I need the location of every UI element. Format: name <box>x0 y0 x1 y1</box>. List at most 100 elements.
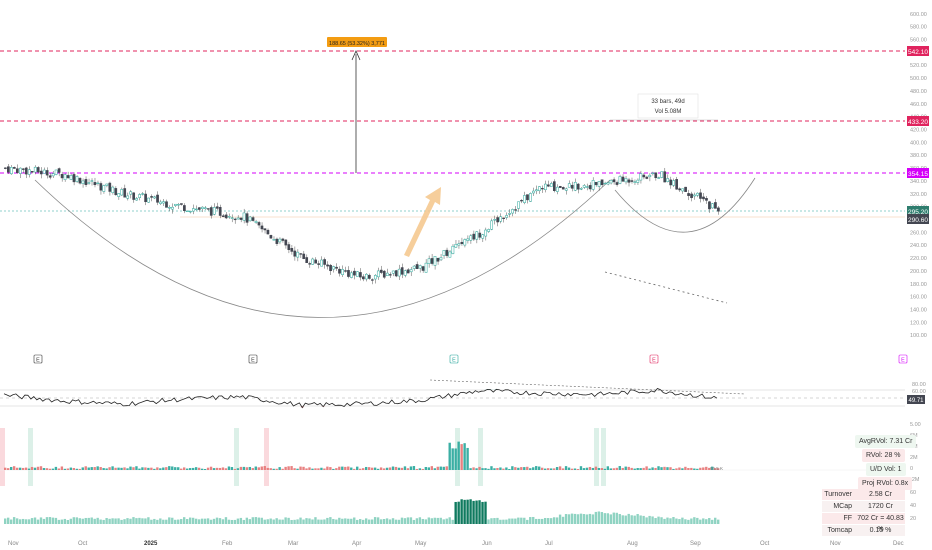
volume-bar <box>576 468 580 470</box>
turnover-bar <box>448 517 451 524</box>
turnover-bar <box>275 518 278 524</box>
volume-bar <box>657 466 660 470</box>
turnover-bar <box>717 519 720 524</box>
turnover-bar <box>18 519 22 524</box>
cup-arc-large[interactable] <box>34 179 611 318</box>
turnover-bar <box>705 519 708 524</box>
turnover-bar <box>672 517 675 524</box>
candle <box>111 186 115 193</box>
candle <box>708 201 711 210</box>
candle <box>194 208 198 211</box>
candle <box>705 198 708 201</box>
turnover-bar <box>123 519 126 524</box>
time-tick: Mar <box>288 541 298 547</box>
volume-bar <box>687 468 690 470</box>
volume-bar <box>33 467 37 470</box>
candle <box>496 217 499 223</box>
event-marker-1[interactable] <box>33 354 43 364</box>
volume-pane[interactable]: 96.5 K 5.00 6M 2M 2M 0 -2M <box>0 422 921 486</box>
turnover-bar <box>239 517 243 524</box>
turnover-bar <box>212 518 216 524</box>
candle <box>460 241 464 244</box>
turnover-bar <box>442 519 445 524</box>
candle <box>230 217 234 219</box>
event-marker-4[interactable] <box>649 354 659 364</box>
event-marker-2[interactable] <box>248 354 258 364</box>
volume-bar <box>624 466 627 470</box>
volume-bar <box>448 442 451 470</box>
candle <box>379 269 383 273</box>
turnover-bar <box>218 518 222 524</box>
candle <box>117 193 121 197</box>
turnover-pane[interactable]: 60 40 20 <box>4 490 916 524</box>
volume-bar <box>526 466 529 470</box>
candle <box>251 217 255 221</box>
candle <box>564 188 568 191</box>
candle <box>541 187 544 190</box>
candle <box>183 205 186 211</box>
volume-bar <box>212 468 216 470</box>
candle <box>317 263 320 265</box>
volume-bar <box>627 466 630 470</box>
volume-bar <box>478 466 481 470</box>
turnover-bar <box>463 499 466 524</box>
candle <box>382 270 386 278</box>
candle <box>260 225 264 230</box>
volume-bar <box>499 467 502 470</box>
candle <box>642 174 646 178</box>
candle <box>630 180 634 182</box>
turnover-bar <box>508 518 511 524</box>
rsi-pane[interactable]: 49.71 80.00 60.00 <box>0 379 926 409</box>
volume-highlight <box>28 428 33 486</box>
candle <box>538 186 541 191</box>
time-tick: Feb <box>222 541 233 547</box>
candle <box>648 174 652 178</box>
candle <box>511 209 514 214</box>
turnover-bar <box>24 519 28 524</box>
volume-bar <box>385 467 389 470</box>
candle <box>105 183 109 186</box>
turnover-bar <box>523 517 526 524</box>
trend-line-dashed[interactable] <box>604 271 728 304</box>
turnover-bar <box>141 518 144 524</box>
candle <box>212 207 216 215</box>
level-label-433: 433.20 <box>908 119 928 126</box>
volume-bar <box>180 468 183 470</box>
candle <box>365 273 368 280</box>
rsi-line <box>3 388 718 409</box>
cup-arc-small[interactable] <box>614 177 756 233</box>
candle <box>159 201 162 204</box>
turnover-bar <box>382 519 386 524</box>
time-tick: Jun <box>482 541 492 547</box>
breakout-arrow[interactable] <box>404 187 441 257</box>
event-marker-3[interactable] <box>449 354 459 364</box>
volume-bar <box>603 468 607 470</box>
turnover-bar <box>594 511 598 524</box>
turnover-bar <box>191 517 195 524</box>
candle <box>18 167 22 174</box>
turnover-bar <box>541 518 544 524</box>
turnover-bar <box>57 519 61 524</box>
rsi-trend-line[interactable] <box>429 379 746 395</box>
turnover-bar <box>493 518 496 524</box>
volume-bar <box>245 467 249 470</box>
volume-bar <box>141 467 144 470</box>
turnover-bar <box>338 517 341 524</box>
volume-bar <box>302 466 305 470</box>
price-tick: 120.00 <box>910 320 927 326</box>
volume-bar <box>200 468 204 470</box>
turnover-bar <box>344 518 347 524</box>
volume-bar <box>183 467 186 470</box>
volume-bar <box>191 467 195 470</box>
volume-bar <box>102 468 105 470</box>
event-marker-5[interactable] <box>898 354 908 364</box>
turnover-bar <box>379 519 383 524</box>
candle <box>215 206 219 209</box>
candle <box>555 186 559 192</box>
time-tick: 2025 <box>144 541 158 547</box>
turnover-bar <box>600 512 604 524</box>
volume-tick: -2M <box>910 477 920 483</box>
candle <box>394 270 398 277</box>
turnover-bar <box>290 519 293 524</box>
